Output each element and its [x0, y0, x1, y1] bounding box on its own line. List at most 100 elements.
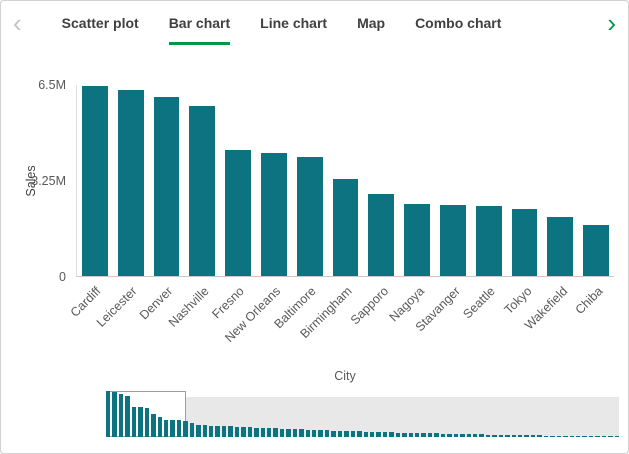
tab-map[interactable]: Map: [357, 15, 386, 31]
overview-bar: [286, 428, 291, 437]
bars-row: [77, 85, 614, 276]
overview-bar: [241, 426, 246, 437]
overview-bar: [125, 395, 130, 437]
overview-bar: [118, 393, 124, 437]
overview-bar: [472, 434, 478, 437]
overview-bars: [106, 391, 619, 437]
bar-slot: [542, 85, 578, 276]
overview-bar: [614, 436, 619, 437]
overview-bar: [460, 434, 465, 437]
bar-new-orleans[interactable]: [261, 152, 287, 276]
overview-bar: [389, 432, 394, 437]
overview-bar: [395, 432, 401, 437]
overview-bar: [215, 425, 220, 437]
bar-slot: [220, 85, 256, 276]
x-axis-category-label[interactable]: Chiba: [572, 284, 606, 318]
tab-combo-chart[interactable]: Combo chart: [415, 15, 502, 31]
overview-bar: [550, 435, 555, 437]
overview-bar: [344, 430, 349, 437]
x-label-slot: Stavanger: [412, 277, 471, 369]
bar-wakefield[interactable]: [547, 217, 574, 276]
overview-bar: [575, 435, 581, 437]
bar-sapporo[interactable]: [368, 193, 395, 276]
overview-bar: [376, 431, 381, 437]
overview-bar: [415, 433, 420, 437]
overview-bar: [273, 428, 278, 437]
overview-bar: [112, 392, 117, 437]
overview-bar: [421, 433, 426, 437]
overview-bar: [312, 429, 317, 437]
chevron-right-icon[interactable]: ›: [607, 8, 616, 38]
bar-slot: [149, 85, 185, 276]
overview-bar: [505, 435, 510, 437]
overview-bar: [402, 432, 407, 437]
overview-bar: [202, 425, 207, 437]
bar-cardiff[interactable]: [82, 86, 108, 276]
overview-bar: [234, 426, 240, 437]
overview-bar: [305, 429, 310, 437]
tab-line-chart[interactable]: Line chart: [260, 15, 328, 31]
tab-scatter-plot[interactable]: Scatter plot: [61, 15, 139, 31]
overview-bar: [228, 426, 233, 437]
overview-bar: [382, 432, 388, 437]
overview-bar: [453, 433, 459, 437]
bar-nashville[interactable]: [189, 105, 216, 276]
bar-stavanger[interactable]: [439, 205, 466, 276]
overview-bar: [176, 420, 182, 437]
bar-slot: [471, 85, 507, 276]
bar-slot: [578, 85, 614, 276]
bar-baltimore[interactable]: [296, 157, 323, 276]
overview-bar: [170, 420, 175, 437]
bar-tokyo[interactable]: [511, 209, 538, 276]
overview-bar: [498, 434, 504, 437]
overview-bar: [595, 436, 600, 437]
overview-bar: [209, 425, 214, 437]
overview-bar: [485, 434, 491, 437]
bar-seattle[interactable]: [475, 206, 502, 276]
overview-bar: [537, 435, 542, 437]
overview-bar: [163, 419, 169, 437]
chevron-left-icon[interactable]: ‹: [13, 8, 22, 38]
bar-leicester[interactable]: [117, 90, 144, 276]
plot-area: [76, 85, 614, 277]
x-axis-category-label[interactable]: Tokyo: [501, 284, 535, 317]
overview-bar: [363, 431, 368, 437]
bar-slot: [77, 85, 113, 276]
overview-bar: [524, 435, 529, 437]
overview-bar: [292, 429, 298, 437]
overview-bar: [601, 436, 607, 437]
overview-bar: [427, 433, 433, 437]
overview-scrollbar[interactable]: [106, 391, 619, 437]
overview-bar: [260, 427, 265, 437]
tab-list: Scatter plot Bar chart Line chart Map Co…: [61, 1, 502, 45]
bar-denver[interactable]: [153, 96, 180, 276]
overview-bar: [563, 435, 568, 437]
bar-nagoya[interactable]: [404, 204, 430, 276]
overview-bar: [447, 433, 452, 437]
overview-bar: [511, 435, 516, 437]
overview-bar: [569, 435, 574, 437]
overview-bar: [582, 435, 587, 437]
x-label-slot: Seattle: [461, 277, 506, 369]
overview-bar: [324, 430, 330, 437]
overview-bar: [408, 432, 413, 437]
y-axis-tick-label: 3.25M: [31, 174, 66, 188]
overview-bar: [254, 427, 259, 437]
overview-bar: [350, 431, 356, 437]
bar-fresno[interactable]: [225, 149, 251, 276]
overview-bar: [299, 429, 304, 437]
bar-chiba[interactable]: [583, 225, 609, 276]
overview-bar: [466, 434, 471, 437]
overview-bar: [588, 436, 594, 437]
overview-bar: [434, 433, 439, 437]
x-label-slot: Leicester: [94, 277, 148, 369]
bar-slot: [113, 85, 149, 276]
tab-bar-chart[interactable]: Bar chart: [168, 1, 231, 45]
overview-bar: [151, 413, 156, 437]
overview-bar: [518, 435, 523, 437]
bar-slot: [328, 85, 364, 276]
bar-slot: [256, 85, 292, 276]
bar-slot: [399, 85, 435, 276]
bar-birmingham[interactable]: [332, 179, 359, 276]
